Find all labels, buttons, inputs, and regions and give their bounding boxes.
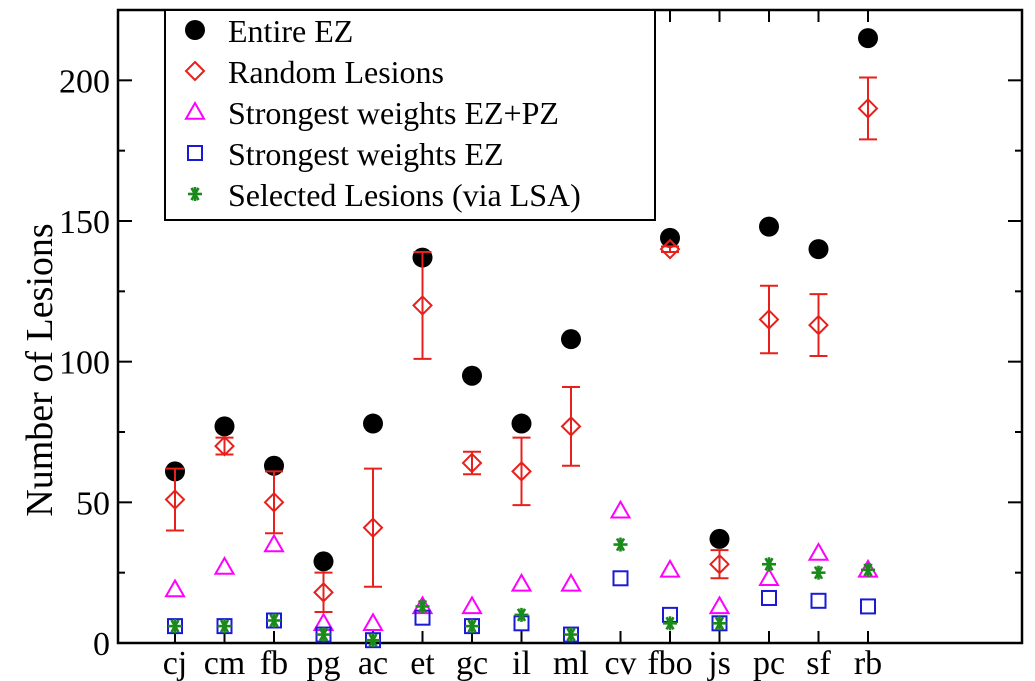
- data-point: [857, 98, 879, 119]
- data-point: [811, 565, 826, 580]
- data-point: [263, 491, 285, 513]
- series-layer: [164, 28, 879, 649]
- legend-label: Entire EZ: [228, 13, 353, 49]
- data-point: [412, 294, 433, 316]
- legend-label: Strongest weights EZ+PZ: [228, 95, 559, 131]
- data-point: [164, 489, 186, 510]
- data-point: [807, 541, 830, 561]
- data-point: [808, 314, 829, 336]
- legend-marker: [187, 145, 203, 161]
- data-point: [511, 460, 532, 482]
- y-tick-label: 150: [59, 204, 110, 241]
- data-point: [560, 572, 582, 592]
- data-point: [858, 28, 878, 49]
- x-tick-label: pc: [753, 645, 785, 681]
- legend-box: [164, 9, 656, 221]
- data-point: [313, 581, 334, 603]
- data-point: [462, 365, 482, 386]
- legend: Entire EZ Random Lesions Strongest weights…: [164, 9, 656, 221]
- data-point: [214, 416, 235, 437]
- x-tick-label: pg: [307, 645, 341, 681]
- legend-marker: [185, 20, 205, 40]
- data-point: [214, 435, 235, 457]
- data-point: [808, 239, 829, 260]
- x-axis: cj cm fb pg ac et gc il ml cv fbo js pc sf rb: [163, 10, 882, 681]
- x-tick-label: js: [707, 645, 731, 681]
- data-point: [511, 413, 532, 434]
- data-point: [461, 452, 483, 474]
- data-point: [663, 616, 677, 631]
- x-tick-label: fbo: [647, 645, 692, 681]
- x-tick-label: et: [410, 645, 435, 681]
- data-point: [709, 553, 730, 575]
- data-point: [362, 612, 384, 632]
- x-tick-label: cv: [604, 645, 636, 681]
- x-tick-label: il: [512, 645, 531, 681]
- data-point: [514, 607, 529, 622]
- data-point: [164, 578, 186, 598]
- data-point: [860, 598, 876, 615]
- data-point: [613, 537, 628, 552]
- data-point: [363, 413, 383, 434]
- legend-label: Random Lesions: [228, 54, 444, 90]
- data-point: [659, 558, 681, 578]
- data-point: [861, 562, 875, 577]
- series-random-lesions: [164, 76, 879, 614]
- legend-label: Strongest weights EZ: [228, 136, 504, 172]
- data-point: [168, 619, 182, 634]
- y-tick-label: 0: [93, 626, 110, 663]
- data-point: [217, 619, 232, 634]
- data-point: [313, 551, 334, 572]
- legend-label: Selected Lesions (via LSA): [228, 177, 581, 213]
- x-tick-label: gc: [456, 645, 488, 681]
- x-tick-label: ac: [358, 645, 388, 681]
- data-point: [759, 216, 779, 237]
- data-point: [708, 595, 731, 615]
- y-axis: 0 50 100 150 200: [59, 63, 1022, 663]
- series-selected-lesions-via-lsa-: [168, 537, 875, 648]
- x-tick-label: sf: [806, 645, 831, 681]
- data-point: [761, 589, 777, 606]
- data-point: [263, 533, 285, 553]
- x-tick-label: cm: [204, 645, 246, 681]
- data-point: [510, 572, 533, 592]
- x-tick-label: rb: [854, 645, 882, 681]
- legend-marker: [184, 60, 206, 82]
- y-tick-label: 50: [76, 485, 110, 522]
- data-point: [762, 557, 776, 572]
- x-tick-label: cj: [163, 645, 188, 681]
- y-axis-label: Number of Lesions: [19, 223, 61, 516]
- legend-marker: [188, 187, 202, 201]
- data-point: [213, 556, 236, 575]
- x-tick-label: fb: [260, 645, 288, 681]
- series-entire-ez: [165, 28, 878, 572]
- data-point: [712, 616, 727, 631]
- data-point: [366, 633, 380, 648]
- data-point: [758, 567, 780, 587]
- legend-marker: [184, 100, 206, 120]
- data-point: [564, 627, 578, 642]
- y-tick-label: 200: [59, 63, 110, 100]
- data-point: [609, 499, 632, 519]
- data-point: [362, 517, 384, 539]
- data-point: [415, 599, 430, 614]
- data-point: [560, 415, 582, 437]
- data-point: [461, 595, 483, 615]
- data-point: [758, 309, 780, 330]
- data-point: [465, 619, 479, 634]
- data-point: [659, 238, 681, 260]
- data-point: [709, 528, 730, 549]
- data-point: [561, 329, 581, 350]
- data-point: [810, 592, 827, 609]
- data-point: [660, 227, 680, 248]
- y-tick-label: 100: [59, 345, 110, 382]
- data-point: [612, 570, 629, 587]
- data-point: [316, 627, 331, 642]
- x-tick-label: ml: [553, 645, 589, 681]
- data-point: [267, 613, 281, 628]
